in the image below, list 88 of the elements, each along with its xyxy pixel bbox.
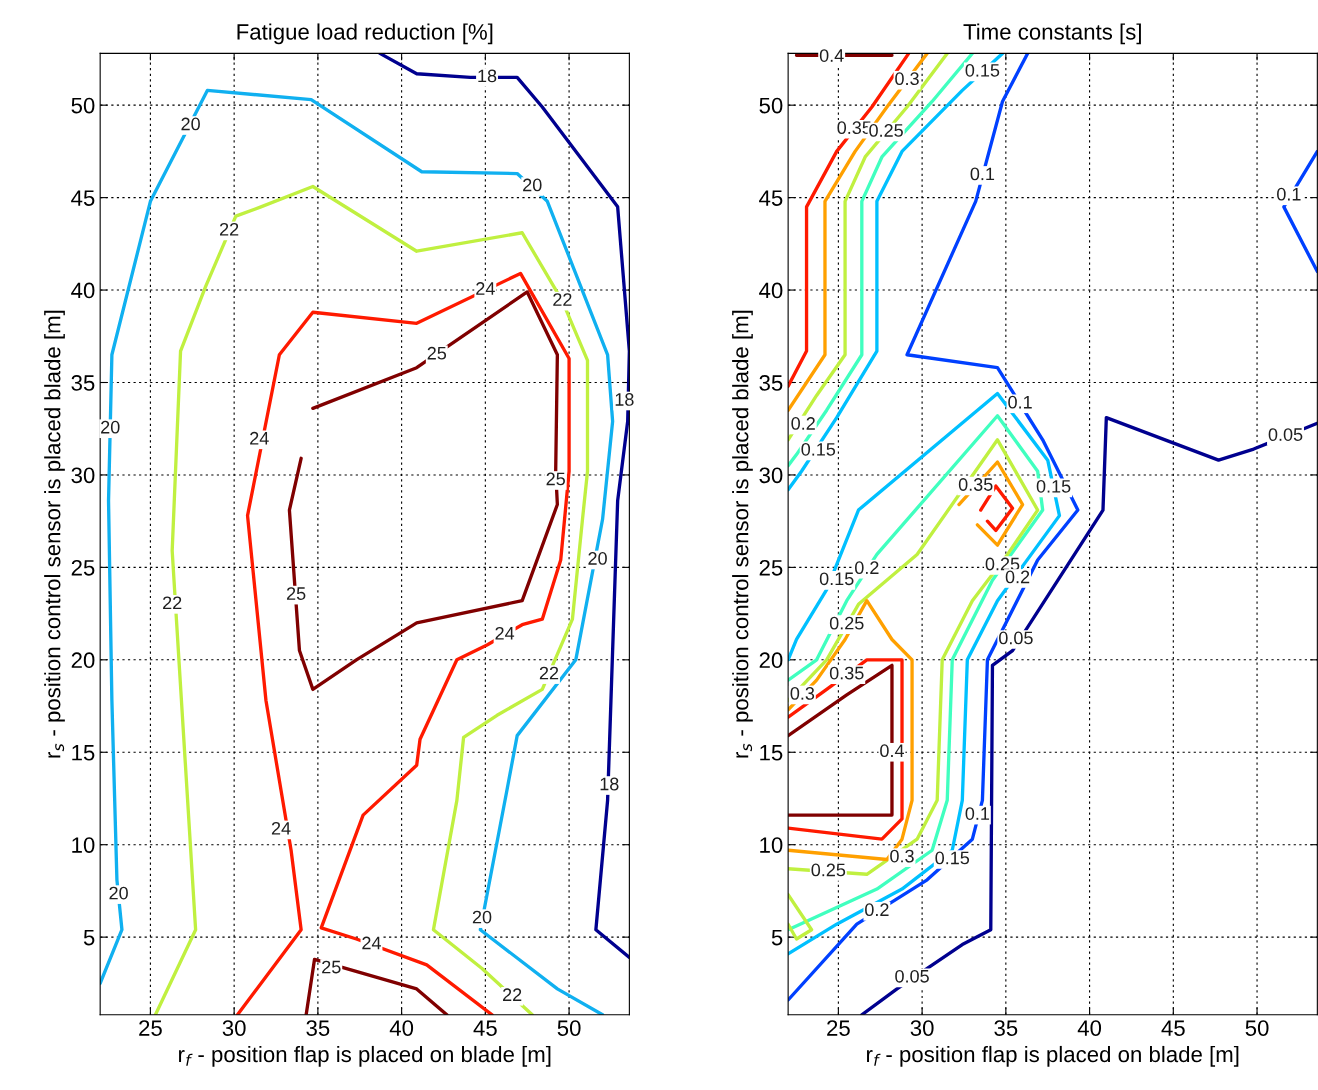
y-tick-label: 35 (71, 375, 95, 391)
annotation: 20 (523, 178, 542, 192)
x-axis-title: r$_{f}$ - position flap is placed on blade [m] (179, 1045, 551, 1067)
y-tick-label: 5 (771, 929, 783, 946)
annotation: 20 (181, 117, 200, 131)
y-tick-label: 10 (760, 837, 783, 853)
annotation: 0.05 (999, 631, 1033, 645)
annotation: 22 (503, 988, 522, 1001)
y-tick-label: 30 (759, 467, 783, 484)
annotation: 0.35 (829, 666, 864, 680)
annotation: 0.2 (1005, 570, 1030, 584)
x-tick-label: 45 (473, 1020, 497, 1036)
y-tick-label: 20 (71, 652, 95, 669)
annotation: 0.2 (865, 903, 889, 917)
annotation: 0.15 (819, 572, 854, 586)
annotation: 18 (478, 69, 497, 83)
annotation: 0.2 (791, 417, 815, 430)
annotation: 0.3 (790, 687, 815, 700)
annotation: 0.15 (801, 442, 836, 456)
annotation: 0.1 (970, 167, 995, 181)
annotation: 22 (539, 666, 559, 680)
x-tick-label: 35 (994, 1020, 1018, 1036)
y-tick-label: 40 (759, 282, 783, 299)
annotation: 22 (163, 596, 182, 610)
y-tick-label: 50 (759, 97, 783, 114)
x-axis-title: r$_{f}$ - position flap is placed on blade [m] (866, 1045, 1239, 1067)
annotation: 0.1 (1277, 187, 1301, 201)
y-tick-label: 25 (71, 559, 95, 576)
annotation: 20 (588, 552, 607, 565)
x-tick-label: 45 (1161, 1020, 1185, 1036)
y-tick-label: 45 (759, 190, 783, 206)
y-tick-label: 50 (71, 97, 95, 114)
annotation: 0.25 (985, 557, 1020, 571)
y-tick-label: 15 (72, 745, 95, 761)
annotation: 22 (553, 293, 572, 306)
annotation: 20 (101, 420, 120, 434)
x-tick-label: 25 (827, 1020, 850, 1036)
annotation: 0.25 (869, 124, 903, 137)
annotation: 0.35 (958, 478, 993, 491)
annotation: 0.3 (895, 72, 919, 86)
x-tick-label: 40 (389, 1020, 414, 1036)
y-tick-label: 25 (759, 559, 783, 576)
x-tick-label: 35 (306, 1020, 330, 1036)
annotation: 0.15 (935, 851, 970, 865)
y-tick-label: 45 (71, 190, 95, 206)
annotation: 0.4 (880, 744, 904, 758)
annotation: 22 (219, 222, 239, 236)
x-tick-label: 50 (557, 1020, 581, 1036)
annotation: 24 (476, 282, 495, 295)
annotation: 0.1 (965, 807, 990, 820)
y-tick-label: 30 (71, 467, 95, 484)
annotation: 0.25 (811, 863, 846, 877)
y-axis-title: r$_{s}$ - position control sensor is placed blade [m] (732, 310, 753, 758)
y-tick-label: 20 (759, 652, 783, 669)
annotation: 0.25 (829, 616, 864, 630)
annotation: 0.1 (1008, 395, 1032, 409)
x-tick-label: 25 (139, 1020, 162, 1036)
annotation: 0.15 (965, 63, 1000, 77)
x-tick-label: 30 (222, 1020, 246, 1036)
annotation: 0.05 (1268, 428, 1303, 441)
annotation: 0.3 (890, 849, 914, 863)
y-axis-title: r$_{s}$ - position control sensor is placed blade [m] (44, 310, 65, 758)
y-tick-label: 35 (759, 375, 783, 391)
annotation: 0.4 (819, 49, 844, 62)
annotation: 0.2 (855, 561, 879, 575)
annotation: 25 (546, 472, 565, 486)
annotation: 0.05 (895, 969, 929, 983)
x-tick-label: 40 (1077, 1020, 1102, 1036)
annotation: 24 (495, 626, 515, 640)
y-tick-label: 10 (72, 837, 95, 853)
annotation: 18 (615, 393, 634, 406)
y-tick-label: 40 (71, 282, 95, 299)
annotation: 20 (109, 886, 128, 900)
annotation: 25 (322, 960, 341, 974)
annotation: 24 (362, 936, 381, 950)
x-tick-label: 30 (910, 1020, 934, 1036)
annotation: 0.15 (1036, 479, 1071, 493)
x-tick-label: 50 (1245, 1020, 1269, 1036)
annotation: 18 (600, 777, 619, 791)
annotation: 20 (472, 910, 492, 924)
chart-title: Time constants [s] (963, 23, 1141, 45)
annotation: 24 (271, 821, 291, 835)
annotation: 25 (427, 346, 447, 360)
chart-title: Fatigue load reduction [%] (237, 23, 493, 45)
y-tick-label: 15 (760, 745, 783, 761)
y-tick-label: 5 (83, 929, 95, 946)
annotation: 24 (250, 431, 269, 445)
annotation: 25 (286, 587, 306, 600)
